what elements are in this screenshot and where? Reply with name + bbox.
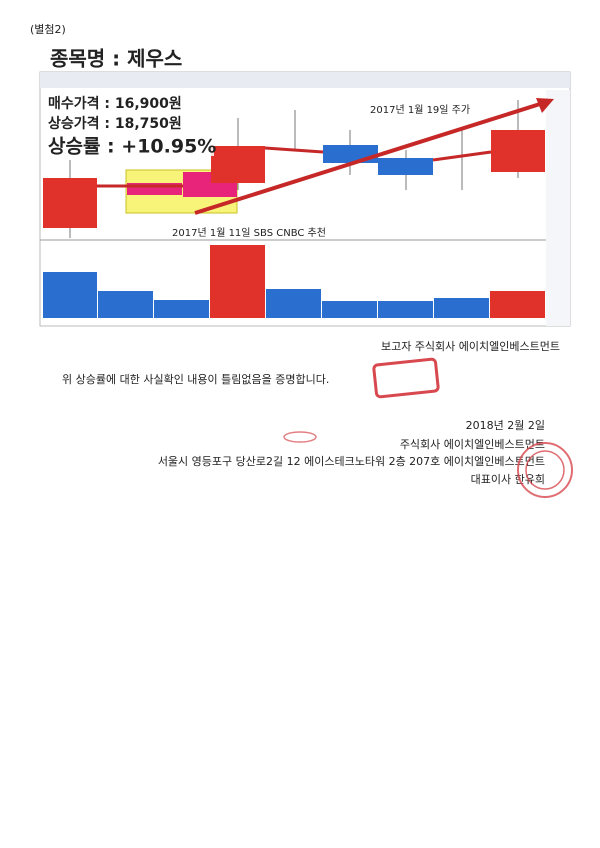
ceo: 대표이사 한유희 (471, 473, 545, 486)
recommendation-note: 2017년 1월 11일 SBS CNBC 추천 (172, 227, 326, 239)
stock-name: 종목명 : 제우스 (50, 47, 182, 71)
buy-price: 매수가격 : 16,900원 (48, 95, 182, 112)
attachment-label: (별첨2) (30, 23, 66, 36)
price-line (432, 150, 492, 162)
arrow-head (536, 98, 554, 113)
candle (491, 130, 545, 172)
trend-arrow (194, 102, 541, 215)
reporter: 보고자 주식회사 에이치엘인베스트먼트 (381, 340, 560, 353)
price-axis (546, 90, 570, 326)
chart-toolbar (40, 72, 570, 88)
price-date-note: 2017년 1월 19일 주가 (370, 104, 470, 116)
price-line (264, 146, 324, 154)
candle (211, 146, 265, 183)
volume-bars (43, 245, 545, 318)
rise-rate: 상승률 : +10.95% (48, 136, 216, 158)
candle (43, 178, 97, 228)
address: 서울시 영등포구 당산로2길 12 에이스테크노타워 2층 207호 에이치엘인… (158, 455, 545, 468)
statement: 위 상승률에 대한 사실확인 내용이 틀림없음을 증명합니다. (62, 373, 329, 386)
rise-price: 상승가격 : 18,750원 (48, 115, 182, 132)
candle (378, 158, 433, 175)
candle (323, 145, 378, 163)
seal (372, 357, 440, 399)
date: 2018년 2월 2일 (466, 418, 545, 432)
chart-screenshot: 매수가격 : 16,900원 상승가격 : 18,750원 상승률 : +10.… (39, 71, 571, 327)
company-seal (283, 431, 573, 498)
label-backdrop (44, 92, 214, 156)
company: 주식회사 에이치엘인베스트먼트 (400, 438, 545, 451)
